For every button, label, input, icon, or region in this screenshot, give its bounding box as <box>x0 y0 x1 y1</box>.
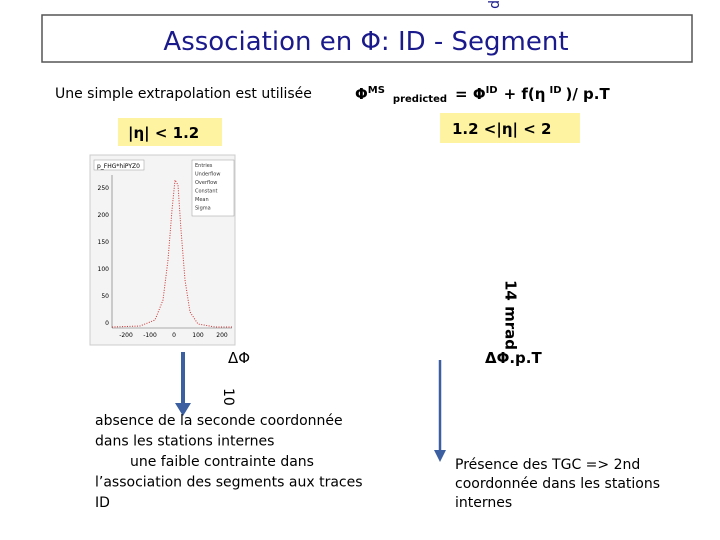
right-region: 1.2 <|η| < 2 <box>452 120 551 139</box>
formula-part: )/ p.T <box>566 85 611 103</box>
histogram: p_FHG*hiPYZ0 Entries Underflow Overflow Con… <box>89 154 236 346</box>
formula: ΦMSpredicted = ΦID + f(η ID)/ p.T <box>355 85 610 105</box>
stat-name: Underflow <box>195 172 220 178</box>
width-label: 14 mrad <box>502 280 520 350</box>
width-label: 10 <box>220 388 236 406</box>
formula-part: ID <box>486 85 498 96</box>
histogram-name: p_FHG*hiPYZ0 <box>97 163 140 170</box>
axis-label: ΔΦ <box>228 349 250 367</box>
y-tick-label: 0 <box>105 320 109 327</box>
stat-name: Overflow <box>195 180 217 186</box>
corner-fragment: d <box>487 0 503 9</box>
x-tick-label: 100 <box>192 332 204 339</box>
formula-part: ID <box>549 85 561 96</box>
y-tick-label: 100 <box>98 266 110 273</box>
intro: Une simple extrapolation est utilisée <box>55 86 312 102</box>
left-note-line: dans les stations internes <box>95 434 274 450</box>
left-note-line: absence de la seconde coordonnée <box>95 413 343 429</box>
stat-name: Mean <box>195 197 209 203</box>
y-tick-label: 50 <box>101 293 109 300</box>
title: Association en Φ: ID - Segment <box>163 27 568 57</box>
formula-part: MS <box>368 85 385 96</box>
left-region: |η| < 1.2 <box>128 124 199 143</box>
x-tick-label: -200 <box>119 332 133 339</box>
stat-name: Constant <box>195 189 218 195</box>
left-note-line: une faible contrainte dans <box>130 454 314 470</box>
region-box <box>118 118 222 146</box>
left-note-line: ID <box>95 495 110 511</box>
formula-part: predicted <box>393 94 447 105</box>
arrow-head <box>434 450 446 462</box>
formula-part: Φ <box>355 85 368 103</box>
stat-name: Entries <box>195 163 213 169</box>
arrow-head <box>175 403 191 416</box>
left-note-line: l’association des segments aux traces <box>95 475 363 491</box>
x-tick-label: -100 <box>143 332 157 339</box>
right-note-line: internes <box>455 495 512 511</box>
y-tick-label: 200 <box>98 212 110 219</box>
x-tick-label: 200 <box>216 332 228 339</box>
title-box <box>41 14 693 63</box>
formula-part: = Φ <box>455 85 486 103</box>
axis-label: ΔΦ.p.T <box>485 349 542 367</box>
stat-name: Sigma <box>195 206 211 212</box>
formula-part: + f(η <box>504 85 546 103</box>
stats-box <box>191 159 235 217</box>
y-tick-label: 150 <box>98 239 110 246</box>
right-note-line: coordonnée dans les stations <box>455 476 660 492</box>
y-tick-label: 250 <box>98 185 110 192</box>
x-tick-label: 0 <box>172 332 176 339</box>
region-box <box>440 113 580 143</box>
histogram-name-box <box>93 159 145 171</box>
right-note-line: Présence des TGC => 2nd <box>455 457 640 473</box>
histogram-curve <box>111 178 232 328</box>
